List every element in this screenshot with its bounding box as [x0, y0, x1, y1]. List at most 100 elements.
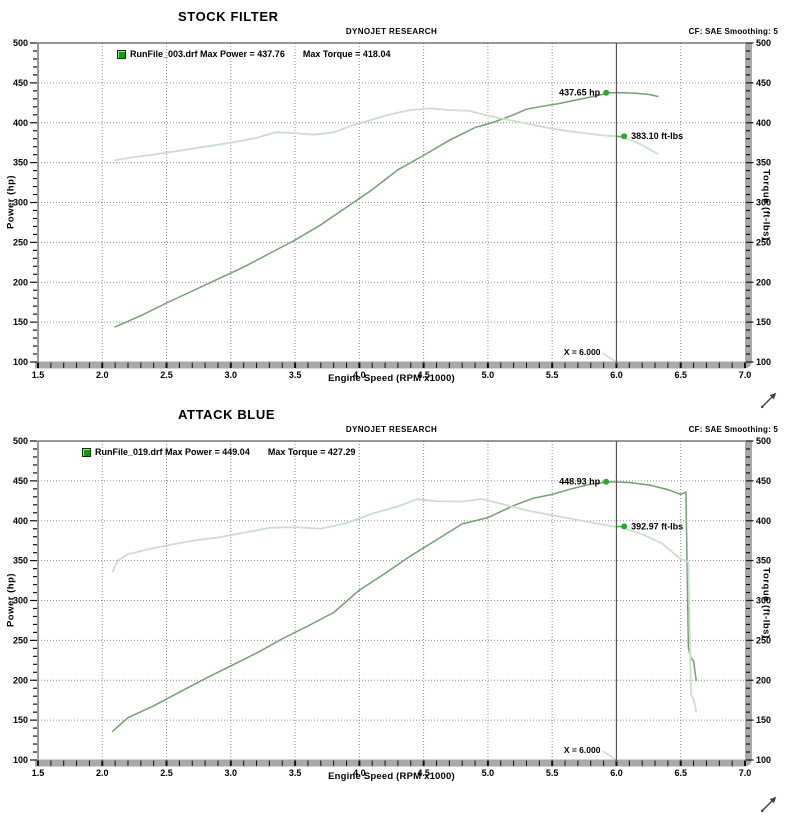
power-cursor-value: 437.65 hp: [559, 88, 601, 98]
plot-area: 1.5 2.0 2.5 3.0 3.5 4.0 4.5 5.0 5.5 6.0 6.5 7.0 100 1…: [13, 436, 771, 778]
x-tick-label: 1.5: [32, 768, 45, 778]
engine-speed-axis-label: Engine Speed (RPM x1000): [328, 771, 455, 782]
torque-axis-label: Torque (ft-lbs): [760, 169, 772, 241]
cursor-x-label: X = 6.000: [564, 745, 601, 755]
torque-cursor-marker: [621, 133, 628, 140]
run-legend: RunFile_019.drf Max Power = 449.04 Max T…: [82, 447, 355, 457]
y-tick-label-right: 200: [756, 675, 771, 685]
x-tick-label: 2.5: [160, 370, 173, 380]
y-tick-label-left: 450: [13, 78, 28, 88]
x-tick-label: 5.5: [546, 768, 559, 778]
y-tick-label-left: 400: [13, 118, 28, 128]
y-tick-label-right: 450: [756, 476, 771, 486]
resize-arrow-icon[interactable]: [757, 792, 781, 816]
power-axis-label: Power (hp): [5, 174, 17, 230]
y-tick-label-right: 300: [756, 198, 771, 208]
power-cursor-marker: [603, 478, 610, 485]
y-tick-label-left: 350: [13, 158, 28, 168]
y-tick-label-left: 100: [13, 755, 28, 765]
y-tick-label-right: 100: [756, 755, 771, 765]
torque-cursor-marker: [621, 523, 628, 530]
torque-ftlbs-curve: [111, 498, 698, 713]
x-tick-label: 3.5: [289, 768, 302, 778]
cursor-label-leader: [602, 750, 616, 760]
power-hp-curve: [114, 91, 659, 328]
y-tick-label-left: 100: [13, 357, 28, 367]
y-tick-label-left: 350: [13, 556, 28, 566]
stock-filter-chart: 1.5 2.0 2.5 3.0 3.5 4.0 4.5 5.0 5.5 6.0 6.5 7.0 100 1…: [0, 0, 800, 398]
plot-frame: [37, 440, 748, 760]
x-tick-label: 1.5: [32, 370, 45, 380]
chart-title: ATTACK BLUE: [178, 407, 276, 422]
y-tick-label-right: 350: [756, 158, 771, 168]
y-tick-label-left: 250: [13, 635, 28, 645]
x-tick-label: 7.0: [739, 370, 752, 380]
y-tick-label-right: 250: [756, 237, 771, 247]
torque-cursor-value: 392.97 ft-lbs: [631, 521, 683, 531]
plot-frame: [37, 42, 748, 362]
y-tick-label-right: 150: [756, 317, 771, 327]
torque-cursor-value: 383.10 ft-lbs: [631, 131, 683, 141]
x-tick-label: 2.0: [96, 370, 109, 380]
x-tick-label: 6.0: [610, 370, 623, 380]
y-tick-label-right: 400: [756, 516, 771, 526]
y-tick-label-right: 500: [756, 436, 771, 446]
torque-ftlbs-curve: [114, 107, 659, 162]
power-axis-label: Power (hp): [5, 572, 17, 628]
x-tick-label: 5.0: [482, 370, 495, 380]
y-tick-label-right: 150: [756, 715, 771, 725]
x-tick-label: 7.0: [739, 768, 752, 778]
x-tick-label: 3.0: [225, 768, 238, 778]
legend-power-label: RunFile_019.drf Max Power = 449.04: [95, 447, 250, 457]
engine-speed-axis-label: Engine Speed (RPM x1000): [328, 373, 455, 384]
y-tick-label-right: 500: [756, 38, 771, 48]
x-tick-label: 2.0: [96, 768, 109, 778]
x-tick-label: 4.5: [417, 370, 430, 380]
x-tick-label: 6.0: [610, 768, 623, 778]
y-tick-label-right: 100: [756, 357, 771, 367]
y-tick-label-right: 200: [756, 277, 771, 287]
y-tick-label-right: 350: [756, 556, 771, 566]
axis-bar: [35, 441, 752, 767]
legend-torque-label: Max Torque = 427.29: [267, 447, 356, 457]
x-tick-label: 5.0: [482, 768, 495, 778]
y-tick-label-left: 150: [13, 317, 28, 327]
y-tick-label-left: 450: [13, 476, 28, 486]
y-tick-label-left: 250: [13, 237, 28, 247]
x-tick-label: 3.5: [289, 370, 302, 380]
legend-torque-label: Max Torque = 418.04: [302, 49, 391, 59]
y-tick-label-left: 300: [13, 198, 28, 208]
power-hp-curve: [111, 480, 697, 733]
y-tick-label-right: 250: [756, 635, 771, 645]
y-tick-label-left: 400: [13, 516, 28, 526]
dynojet-research-header: DYNOJET RESEARCH: [345, 27, 438, 36]
cursor-x-label: X = 6.000: [564, 347, 601, 357]
x-tick-label: 4.0: [353, 370, 366, 380]
dynojet-research-header: DYNOJET RESEARCH: [345, 425, 438, 434]
y-tick-label-left: 500: [13, 38, 28, 48]
y-tick-label-right: 300: [756, 596, 771, 606]
runfile-icon: [82, 447, 91, 457]
x-tick-label: 5.5: [546, 370, 559, 380]
y-tick-label-right: 400: [756, 118, 771, 128]
legend-power-label: RunFile_003.drf Max Power = 437.76: [130, 49, 285, 59]
runfile-icon: [117, 49, 126, 59]
x-tick-label: 3.0: [225, 370, 238, 380]
y-tick-label-left: 500: [13, 436, 28, 446]
y-tick-label-left: 200: [13, 675, 28, 685]
power-cursor-value: 448.93 hp: [559, 477, 601, 487]
axis-bar: [35, 43, 752, 369]
chart-title: STOCK FILTER: [178, 9, 279, 24]
x-tick-label: 4.5: [417, 768, 430, 778]
x-tick-label: 2.5: [160, 768, 173, 778]
correction-smoothing-label: CF: SAE Smoothing: 5: [688, 27, 778, 36]
x-tick-label: 6.5: [674, 370, 687, 380]
run-legend: RunFile_003.drf Max Power = 437.76 Max T…: [117, 49, 390, 59]
y-tick-label-left: 300: [13, 596, 28, 606]
y-tick-label-left: 200: [13, 277, 28, 287]
power-cursor-marker: [603, 89, 610, 96]
resize-arrow-icon[interactable]: [757, 388, 781, 412]
attack-blue-chart: 1.5 2.0 2.5 3.0 3.5 4.0 4.5 5.0 5.5 6.0 6.5 7.0 100 1…: [0, 398, 800, 818]
y-tick-label-right: 450: [756, 78, 771, 88]
